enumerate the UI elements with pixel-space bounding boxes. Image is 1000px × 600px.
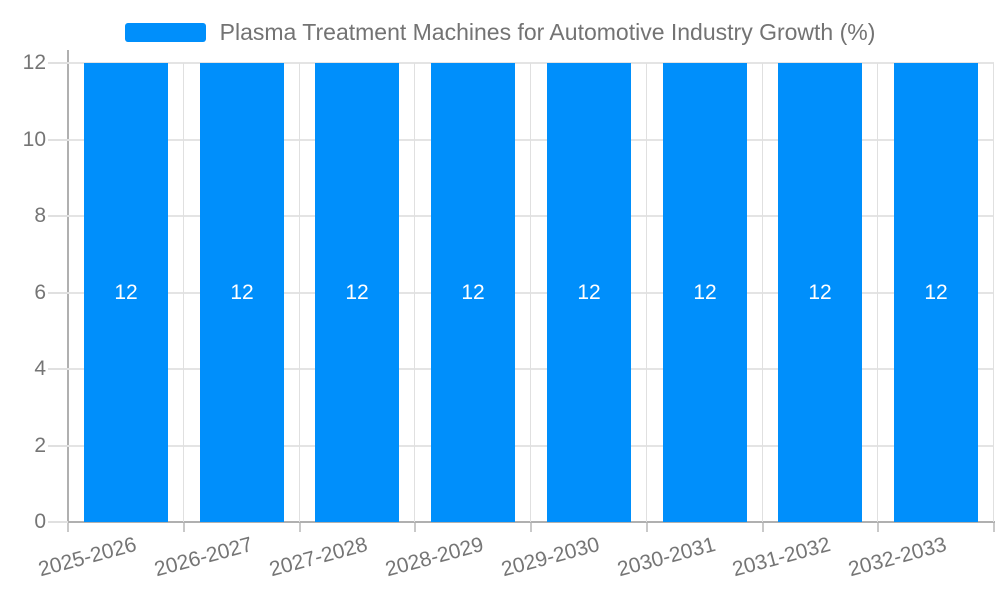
vertical-gridline: [646, 63, 647, 522]
y-axis-line: [67, 50, 69, 532]
bar-value-label: 12: [808, 280, 832, 304]
y-axis-tick-label: 6: [34, 280, 46, 304]
vertical-gridline: [877, 63, 878, 522]
bar-value-label: 12: [577, 280, 601, 304]
y-axis-tick: [48, 368, 68, 370]
plot-area: 12 12 12 12 12 12 12 12: [68, 62, 994, 522]
y-axis-tick: [48, 444, 68, 447]
bar-value-label: 12: [693, 280, 717, 304]
bar[interactable]: 12: [431, 63, 515, 522]
bar-value-label: 12: [461, 280, 485, 304]
legend-swatch: [124, 22, 206, 42]
bar-value-label: 12: [230, 280, 254, 304]
x-axis-tick: [762, 523, 764, 532]
x-axis-tick: [877, 523, 879, 532]
bar[interactable]: 12: [778, 63, 862, 522]
y-axis-tick: [48, 215, 68, 217]
x-axis-tick: [67, 523, 69, 532]
legend-label: Plasma Treatment Machines for Automotive…: [219, 18, 876, 45]
horizontal-gridline: [68, 138, 994, 141]
x-axis-tick: [414, 523, 416, 532]
vertical-gridline: [414, 63, 415, 522]
bar[interactable]: 12: [84, 63, 168, 522]
horizontal-gridline: [68, 444, 994, 447]
bar[interactable]: 12: [663, 63, 747, 522]
x-axis-tick: [183, 523, 185, 532]
y-axis-tick-label: 8: [34, 204, 46, 227]
bar[interactable]: 12: [894, 63, 978, 522]
vertical-gridline: [183, 63, 184, 522]
x-axis-tick: [530, 523, 532, 532]
legend[interactable]: Plasma Treatment Machines for Automotive…: [0, 16, 1000, 48]
x-axis-line: [67, 521, 995, 523]
horizontal-gridline: [68, 291, 994, 294]
y-axis-tick-label: 0: [34, 510, 46, 533]
bar[interactable]: 12: [547, 63, 631, 522]
horizontal-gridline: [68, 215, 994, 217]
y-axis-tick-label: 2: [34, 433, 46, 457]
bar[interactable]: 12: [200, 63, 284, 522]
y-axis-tick: [48, 62, 68, 64]
vertical-gridline: [762, 63, 763, 522]
y-axis-tick-label: 4: [34, 357, 46, 380]
y-axis-tick: [48, 291, 68, 294]
vertical-gridline: [993, 63, 994, 522]
bar-value-label: 12: [924, 280, 948, 304]
horizontal-gridline: [68, 368, 994, 370]
bar[interactable]: 12: [315, 63, 399, 522]
x-axis-tick: [646, 523, 648, 532]
bar-value-label: 12: [114, 280, 138, 304]
horizontal-gridline: [68, 62, 994, 64]
y-axis-tick: [48, 521, 68, 523]
vertical-gridline: [530, 63, 531, 522]
x-axis-tick: [993, 523, 995, 532]
y-axis-tick: [48, 138, 68, 141]
x-axis-tick: [299, 523, 301, 532]
y-axis-tick-label: 12: [22, 51, 46, 74]
y-axis-tick-label: 10: [22, 127, 46, 151]
bar-value-label: 12: [345, 280, 369, 304]
vertical-gridline: [299, 63, 300, 522]
